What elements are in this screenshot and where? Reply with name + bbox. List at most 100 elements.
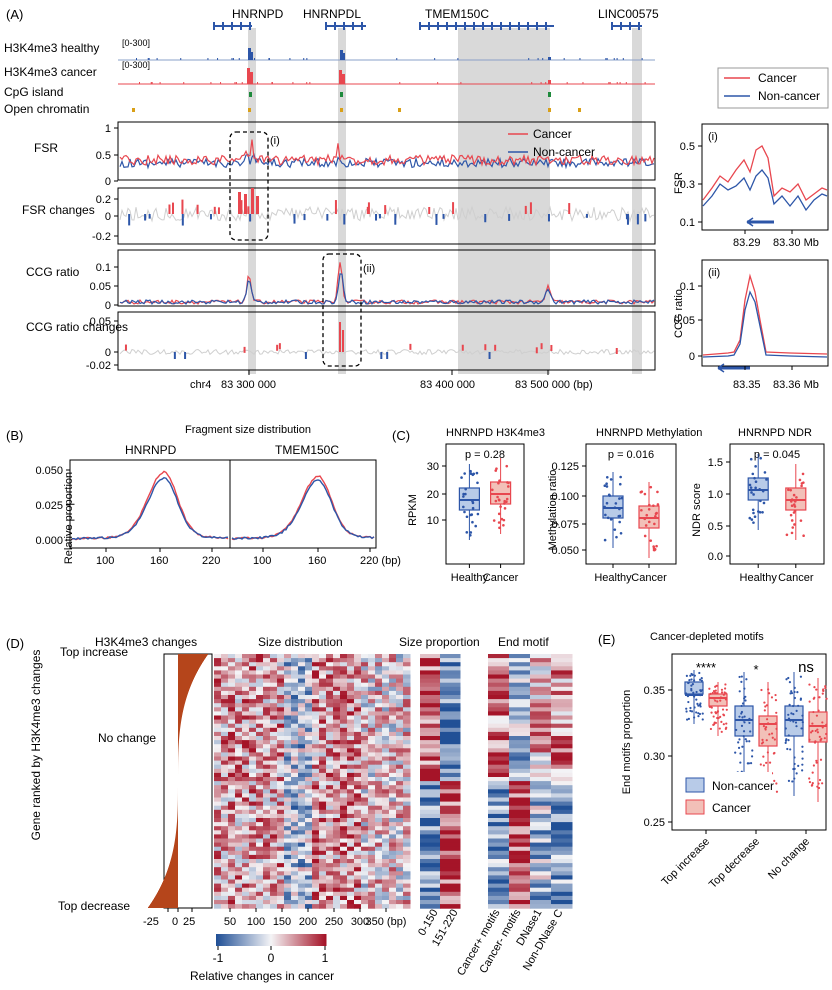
data-point (656, 490, 659, 494)
data-point (793, 696, 796, 700)
data-point (696, 702, 699, 705)
data-point (685, 674, 688, 677)
data-point (740, 675, 743, 678)
fsd-noncancer-line (231, 479, 375, 540)
data-point (762, 755, 765, 758)
tick-label: 0 (105, 300, 111, 312)
data-point (503, 502, 506, 505)
data-point (738, 690, 741, 693)
tick-label: 220 (bp) (360, 555, 401, 567)
tick-label: Cancer (483, 572, 519, 584)
change-bar (303, 214, 306, 221)
peak (339, 70, 342, 84)
data-point (744, 738, 747, 741)
data-point (811, 771, 814, 774)
peak (434, 58, 436, 60)
change-bar (386, 352, 389, 359)
data-point (793, 523, 796, 526)
data-point (470, 513, 474, 516)
data-point (719, 715, 722, 718)
data-point (689, 674, 692, 677)
change-bar (625, 214, 628, 220)
data-point (496, 495, 499, 499)
change-bar (494, 344, 497, 351)
data-point (790, 531, 794, 535)
peak (613, 58, 615, 60)
data-point (741, 745, 744, 748)
data-point (475, 471, 479, 475)
data-point (793, 509, 797, 512)
change-bar (181, 199, 184, 214)
peak (241, 82, 243, 84)
data-point (789, 488, 792, 492)
data-point (797, 704, 800, 707)
change-bar (644, 214, 647, 222)
data-point (619, 532, 623, 535)
data-point (790, 504, 794, 508)
data-point (753, 476, 756, 480)
tick-label: 0.050 (551, 545, 579, 557)
panel-title: Size proportion (399, 635, 480, 649)
data-point (788, 681, 792, 684)
data-point (785, 533, 789, 537)
change-bar (304, 352, 307, 359)
track-label: Open chromatin (4, 102, 89, 116)
data-point (825, 732, 828, 736)
panel-frame (729, 443, 825, 565)
data-point (604, 513, 607, 517)
change-bar (484, 214, 487, 223)
data-point (775, 727, 778, 731)
data-point (492, 519, 496, 522)
data-point (751, 508, 755, 512)
panel-c-label: (C) (392, 428, 410, 443)
data-point (792, 713, 795, 716)
data-point (497, 498, 501, 502)
data-point (465, 531, 469, 534)
data-point (811, 722, 814, 725)
change-bar (196, 204, 199, 214)
data-point (823, 737, 826, 740)
data-point (745, 740, 748, 743)
data-point (615, 535, 618, 539)
peak (582, 82, 584, 84)
callout-tag: (ii) (363, 263, 375, 275)
data-point (714, 712, 718, 715)
peak (542, 58, 544, 60)
tick-label: 0.05 (674, 315, 695, 327)
data-point (752, 493, 755, 496)
data-point (760, 688, 763, 692)
tick-label: 100 (253, 555, 271, 567)
change-bar (524, 205, 527, 214)
data-point (787, 488, 790, 492)
peak (566, 82, 568, 84)
data-point (722, 723, 725, 726)
size-distribution-heatmap (214, 654, 411, 909)
data-point (787, 676, 790, 680)
inset-tag: (ii) (708, 267, 720, 279)
data-point (808, 780, 812, 784)
data-point (748, 721, 751, 725)
data-point (801, 750, 804, 753)
data-point (811, 783, 814, 787)
peak (257, 82, 259, 84)
data-point (759, 456, 762, 460)
data-point (816, 785, 819, 788)
data-point (748, 483, 752, 487)
data-point (502, 518, 506, 522)
data-point (747, 762, 751, 765)
peak (616, 82, 618, 84)
data-point (721, 708, 725, 711)
tick-label: 83 300 000 (221, 379, 276, 391)
track-label: H3K4me3 cancer (4, 65, 97, 79)
panel-e-label: (E) (598, 632, 615, 647)
data-point (474, 524, 478, 528)
data-point (770, 696, 774, 699)
peak (460, 82, 462, 84)
data-point (775, 711, 778, 714)
significance: * (753, 662, 758, 677)
data-point (749, 762, 753, 765)
data-point (719, 696, 722, 699)
data-point (654, 514, 657, 518)
panel-title: End motif (498, 635, 549, 649)
change-bar (172, 202, 175, 214)
